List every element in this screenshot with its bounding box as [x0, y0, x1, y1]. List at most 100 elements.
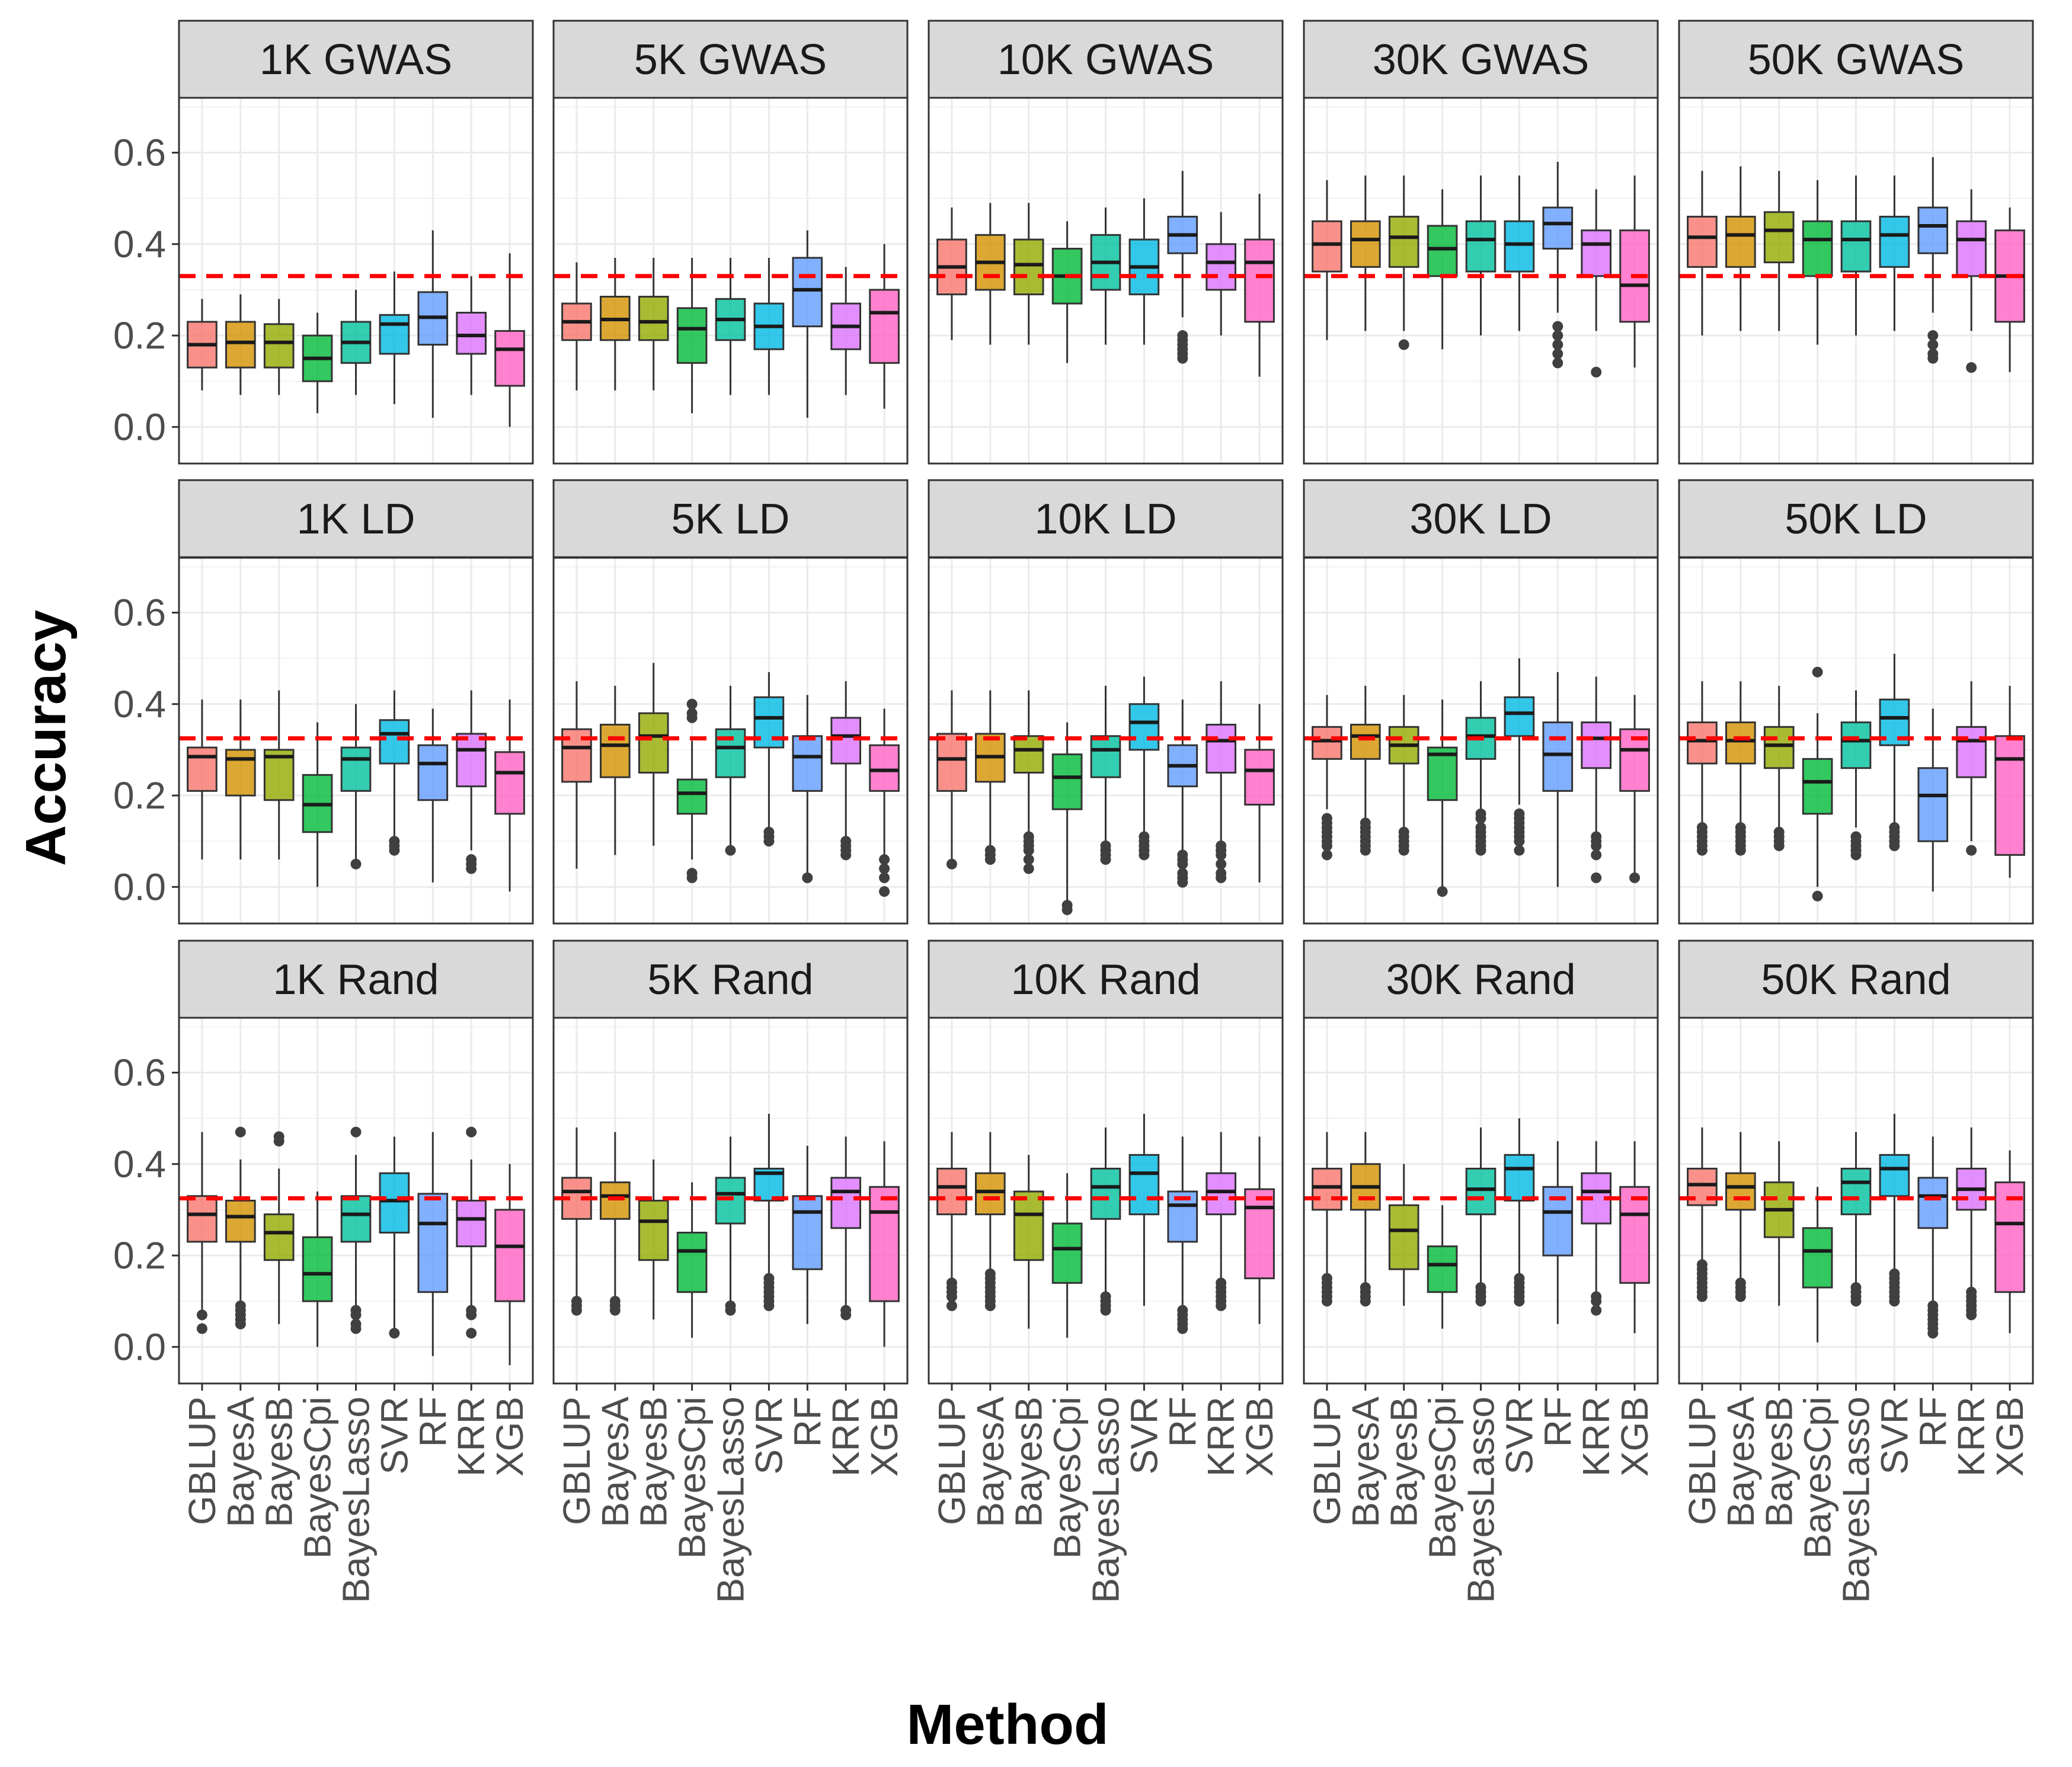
box-gblup: [936, 733, 967, 792]
outlier-point: [1591, 872, 1602, 883]
box-bayesb: [1013, 238, 1044, 296]
outlier-point: [1216, 849, 1227, 861]
outlier-point: [879, 886, 890, 897]
box-gblup: [1687, 216, 1718, 268]
outlier-point: [1591, 849, 1602, 861]
box-bayeslasso: [1465, 220, 1497, 273]
outlier-point: [1216, 1300, 1227, 1311]
strip-label-30k-ld: 30K LD: [1409, 496, 1552, 543]
outlier-point: [1812, 890, 1823, 902]
box-svr: [1128, 1153, 1160, 1216]
outlier-point: [1100, 1305, 1111, 1316]
box-xgb: [1994, 735, 2025, 856]
outlier-point: [389, 1328, 400, 1339]
x-tick-label-bayescpi: BayesCpi: [1046, 1397, 1089, 1559]
box-bayescpi: [1427, 746, 1458, 801]
panel-border-50k-ld: [1678, 557, 2034, 925]
outlier-point: [725, 1305, 736, 1316]
box-krr: [1206, 724, 1237, 774]
x-tick-label-bayeslasso: BayesLasso: [1835, 1397, 1878, 1603]
box-rf: [1917, 206, 1949, 254]
box-bayesb: [1013, 735, 1044, 774]
outlier-point: [1398, 339, 1409, 350]
box-bayesa: [599, 724, 631, 778]
box-bayescpi: [1051, 753, 1083, 810]
panel-30k-gwas: 30K GWAS: [1303, 20, 1659, 465]
x-tick-label-rf: RF: [786, 1397, 829, 1447]
outlier-point: [1927, 1328, 1939, 1339]
outlier-point: [1360, 1296, 1371, 1307]
x-tick-label-bayesa: BayesA: [1344, 1397, 1387, 1528]
box-rf: [1917, 767, 1949, 842]
outlier-point: [686, 712, 698, 723]
panel-border-1k-gwas: [178, 97, 534, 465]
strip-5k-gwas: [552, 20, 909, 99]
outlier-point: [1398, 845, 1409, 856]
box-gblup: [1687, 721, 1718, 765]
panel-5k-gwas: 5K GWAS: [552, 20, 909, 465]
box-svr: [1504, 1153, 1535, 1202]
x-tick-label-bayesa: BayesA: [219, 1397, 262, 1528]
box-rf: [792, 735, 823, 792]
y-tick-label: 0.4: [113, 683, 166, 726]
outlier-point: [946, 1291, 957, 1302]
strip-1k-rand: [178, 940, 534, 1019]
box-svr: [1504, 696, 1535, 737]
outlier-point: [840, 1309, 852, 1321]
strip-label-1k-ld: 1K LD: [296, 496, 415, 543]
x-tick-label-svr: SVR: [1873, 1397, 1916, 1475]
panel-50k-rand: 50K Rand: [1678, 940, 2034, 1385]
y-tick-label: 0.2: [113, 774, 166, 817]
panel-border-5k-ld: [552, 557, 909, 925]
x-tick-label-bayesb: BayesB: [258, 1397, 300, 1528]
outlier-point: [1735, 845, 1746, 856]
outlier-point: [1696, 845, 1708, 856]
outlier-point: [1966, 362, 1977, 373]
strip-30k-ld: [1303, 479, 1659, 558]
outlier-point: [1552, 339, 1563, 350]
outlier-point: [1321, 840, 1332, 851]
outlier-point: [725, 845, 736, 856]
box-bayesb: [1763, 726, 1795, 769]
x-tick-label-gblup: GBLUP: [1681, 1397, 1724, 1525]
panel-1k-gwas: 1K GWAS: [178, 20, 534, 465]
outlier-point: [1216, 858, 1227, 870]
x-tick-label-bayesb: BayesB: [1383, 1397, 1425, 1528]
y-tick-label: 0.6: [113, 592, 166, 634]
y-tick-label: 0.2: [113, 1234, 166, 1277]
box-bayeslasso: [1840, 220, 1872, 273]
outlier-point: [1696, 1291, 1708, 1302]
panel-50k-ld: 50K LD: [1678, 479, 2034, 925]
x-tick-label-krr: KRR: [1950, 1397, 1993, 1477]
box-bayesa: [1350, 220, 1381, 268]
strip-50k-gwas: [1678, 20, 2034, 99]
panel-30k-ld: 30K LD: [1303, 479, 1659, 925]
outlier-point: [1591, 1305, 1602, 1316]
x-tick-label-xgb: XGB: [488, 1397, 531, 1477]
outlier-point: [1552, 330, 1563, 341]
box-bayesa: [225, 321, 256, 369]
box-svr: [379, 314, 410, 355]
box-bayescpi: [1427, 225, 1458, 277]
box-bayesb: [638, 712, 669, 774]
x-tick-label-rf: RF: [411, 1397, 454, 1447]
outlier-point: [879, 863, 890, 874]
box-rf: [1542, 721, 1574, 792]
x-tick-label-svr: SVR: [1498, 1397, 1540, 1475]
box-xgb: [869, 289, 900, 364]
box-xgb: [869, 744, 900, 792]
x-tick-label-krr: KRR: [450, 1397, 493, 1477]
outlier-point: [1966, 1309, 1977, 1321]
outlier-point: [840, 849, 852, 861]
outlier-point: [1927, 339, 1939, 350]
box-krr: [1206, 243, 1237, 291]
x-tick-label-gblup: GBLUP: [1306, 1397, 1348, 1525]
y-tick-label: 0.0: [113, 405, 166, 448]
box-bayeslasso: [1090, 1168, 1121, 1220]
box-bayesb: [1388, 1204, 1419, 1270]
outlier-point: [1475, 813, 1486, 824]
outlier-point: [389, 845, 400, 856]
y-tick-label: 0.4: [113, 223, 166, 266]
box-rf: [417, 744, 449, 801]
panel-border-30k-ld: [1303, 557, 1659, 925]
